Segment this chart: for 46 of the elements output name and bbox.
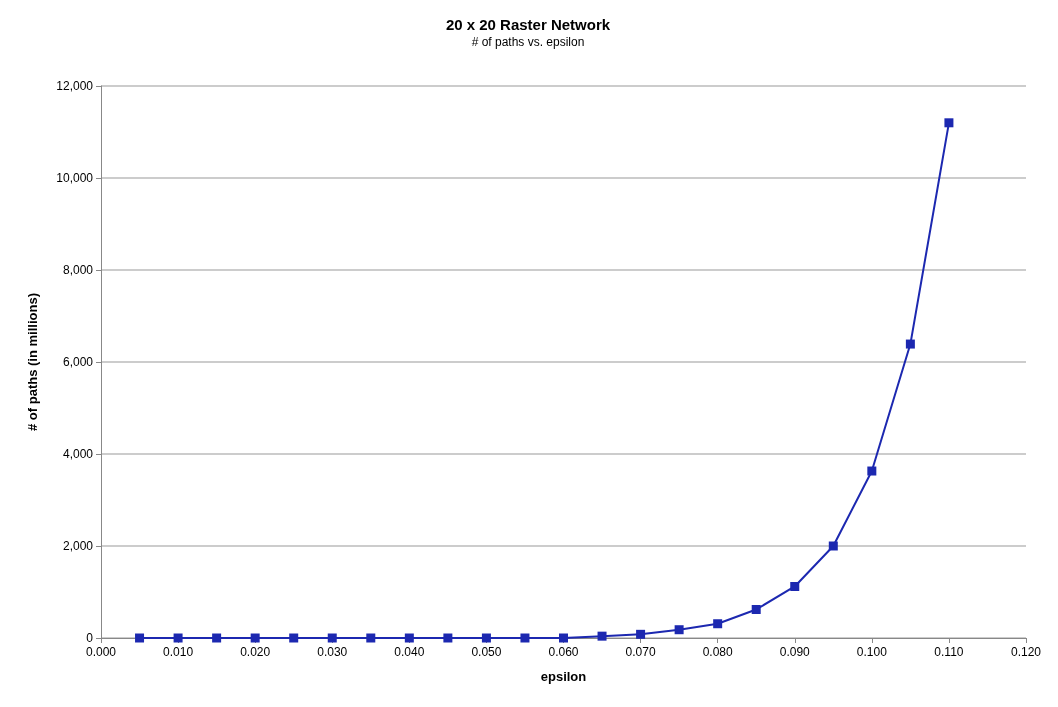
point [828, 541, 838, 551]
point [135, 633, 145, 643]
point [173, 633, 183, 643]
y-tick-label: 0 [86, 631, 94, 645]
x-tick-label: 0.110 [934, 645, 964, 659]
point [559, 633, 568, 643]
point [520, 633, 530, 643]
point [597, 631, 607, 641]
y-tick-label: 4,000 [62, 447, 94, 461]
point [751, 604, 761, 614]
y-tick-label: 12,000 [56, 79, 94, 93]
x-tick-label: 0.090 [779, 645, 811, 659]
point [212, 633, 222, 643]
point [944, 118, 954, 128]
point [636, 629, 646, 639]
point [327, 633, 337, 643]
point [674, 625, 684, 635]
y-tick-label: 10,000 [56, 171, 94, 185]
x-axis-title: epsilon [540, 669, 587, 684]
x-tick-label: 0.050 [471, 645, 502, 659]
x-tick-label: 0.020 [240, 645, 271, 659]
point [404, 633, 414, 643]
point [867, 466, 877, 476]
y-tick-label: 8,000 [62, 263, 94, 277]
point [905, 339, 915, 349]
y-axis-title: # of paths (in millions) [25, 293, 40, 431]
x-tick-label: 0.100 [856, 645, 888, 659]
point [481, 633, 491, 643]
x-tick-label: 0.030 [317, 645, 348, 659]
y-tick-label: 2,000 [62, 539, 94, 553]
y-tick-label: 6,000 [62, 355, 94, 369]
x-tick-label: 0.000 [85, 645, 117, 659]
x-tick-label: 0.040 [394, 645, 425, 659]
x-tick-label: 0.120 [1010, 645, 1042, 659]
point [366, 633, 376, 643]
point [790, 581, 800, 591]
point [713, 619, 723, 629]
chart-title: 20 x 20 Raster Network [445, 16, 611, 33]
point [443, 633, 453, 643]
chart-subtitle: # of paths vs. epsilon [471, 35, 585, 49]
x-tick-label: 0.060 [548, 645, 579, 659]
x-tick-label: 0.080 [702, 645, 734, 659]
x-tick-label: 0.010 [163, 645, 194, 659]
x-tick-label: 0.070 [625, 645, 656, 659]
point [250, 633, 260, 643]
point [289, 633, 299, 643]
